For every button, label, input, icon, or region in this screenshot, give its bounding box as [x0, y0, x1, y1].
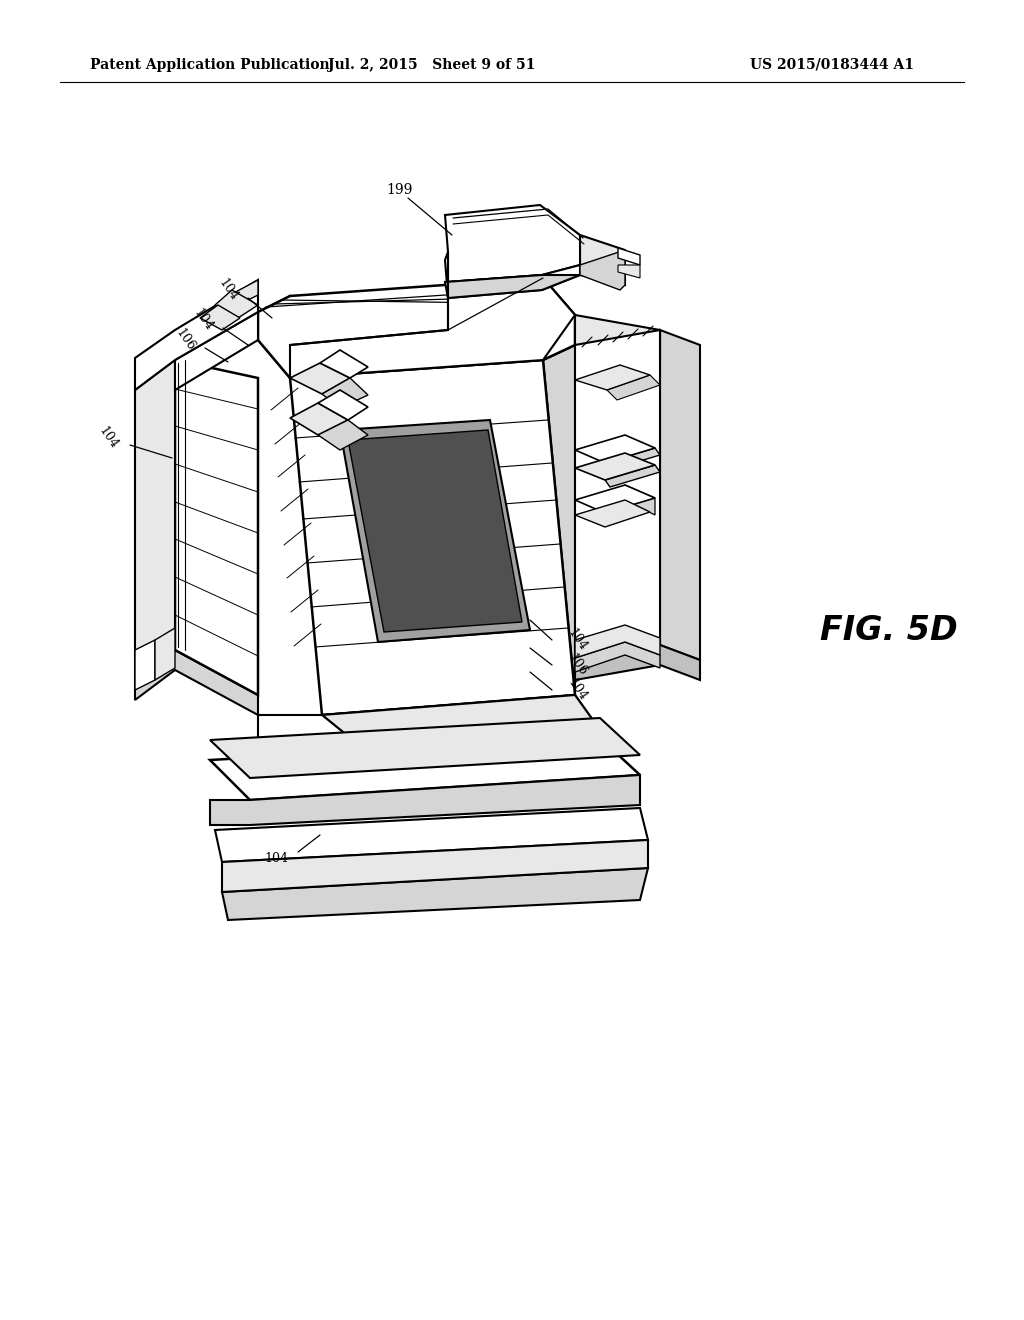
Text: 104: 104	[216, 276, 240, 304]
Polygon shape	[580, 249, 625, 290]
Text: US 2015/0183444 A1: US 2015/0183444 A1	[750, 58, 914, 73]
Polygon shape	[200, 305, 240, 330]
Polygon shape	[135, 360, 175, 680]
Polygon shape	[135, 649, 258, 715]
Text: FIG. 5D: FIG. 5D	[820, 614, 957, 647]
Polygon shape	[575, 484, 655, 513]
Polygon shape	[618, 265, 640, 279]
Polygon shape	[215, 808, 648, 862]
Polygon shape	[155, 628, 175, 680]
Polygon shape	[258, 279, 575, 378]
Polygon shape	[445, 205, 580, 282]
Polygon shape	[222, 869, 648, 920]
Polygon shape	[290, 403, 348, 436]
Polygon shape	[445, 252, 580, 298]
Polygon shape	[175, 360, 258, 696]
Polygon shape	[222, 840, 648, 892]
Polygon shape	[258, 715, 365, 750]
Text: 104: 104	[95, 425, 120, 451]
Polygon shape	[543, 345, 575, 696]
Polygon shape	[575, 500, 650, 527]
Text: 104: 104	[565, 676, 590, 704]
Polygon shape	[322, 696, 600, 750]
Polygon shape	[605, 465, 660, 487]
Polygon shape	[618, 248, 640, 265]
Text: 104: 104	[264, 851, 288, 865]
Polygon shape	[445, 275, 580, 298]
Polygon shape	[340, 420, 530, 642]
Polygon shape	[258, 296, 290, 378]
Polygon shape	[575, 330, 660, 660]
Polygon shape	[575, 645, 700, 680]
Polygon shape	[318, 420, 368, 450]
Text: 104: 104	[565, 627, 590, 653]
Polygon shape	[575, 436, 655, 463]
Polygon shape	[575, 624, 660, 657]
Polygon shape	[210, 738, 640, 800]
Polygon shape	[290, 279, 575, 378]
Polygon shape	[580, 235, 625, 285]
Polygon shape	[575, 642, 660, 672]
Polygon shape	[319, 350, 368, 378]
Text: Jul. 2, 2015   Sheet 9 of 51: Jul. 2, 2015 Sheet 9 of 51	[329, 58, 536, 73]
Text: 106: 106	[565, 652, 590, 678]
Text: 104: 104	[190, 306, 215, 334]
Polygon shape	[210, 775, 640, 825]
Polygon shape	[290, 360, 575, 715]
Polygon shape	[322, 378, 368, 408]
Polygon shape	[290, 363, 350, 393]
Text: 199: 199	[387, 183, 414, 197]
Polygon shape	[230, 280, 258, 308]
Polygon shape	[575, 366, 650, 389]
Polygon shape	[625, 484, 655, 515]
Polygon shape	[575, 453, 655, 480]
Text: 106: 106	[173, 326, 197, 354]
Polygon shape	[348, 430, 522, 632]
Polygon shape	[210, 718, 640, 777]
Polygon shape	[660, 330, 700, 660]
Polygon shape	[322, 696, 600, 750]
Text: Patent Application Publication: Patent Application Publication	[90, 58, 330, 73]
Polygon shape	[215, 290, 258, 318]
Polygon shape	[605, 447, 660, 470]
Polygon shape	[135, 640, 155, 690]
Polygon shape	[135, 280, 258, 389]
Polygon shape	[318, 389, 368, 420]
Polygon shape	[575, 315, 660, 360]
Polygon shape	[175, 312, 258, 389]
Polygon shape	[543, 279, 575, 360]
Polygon shape	[607, 375, 660, 400]
